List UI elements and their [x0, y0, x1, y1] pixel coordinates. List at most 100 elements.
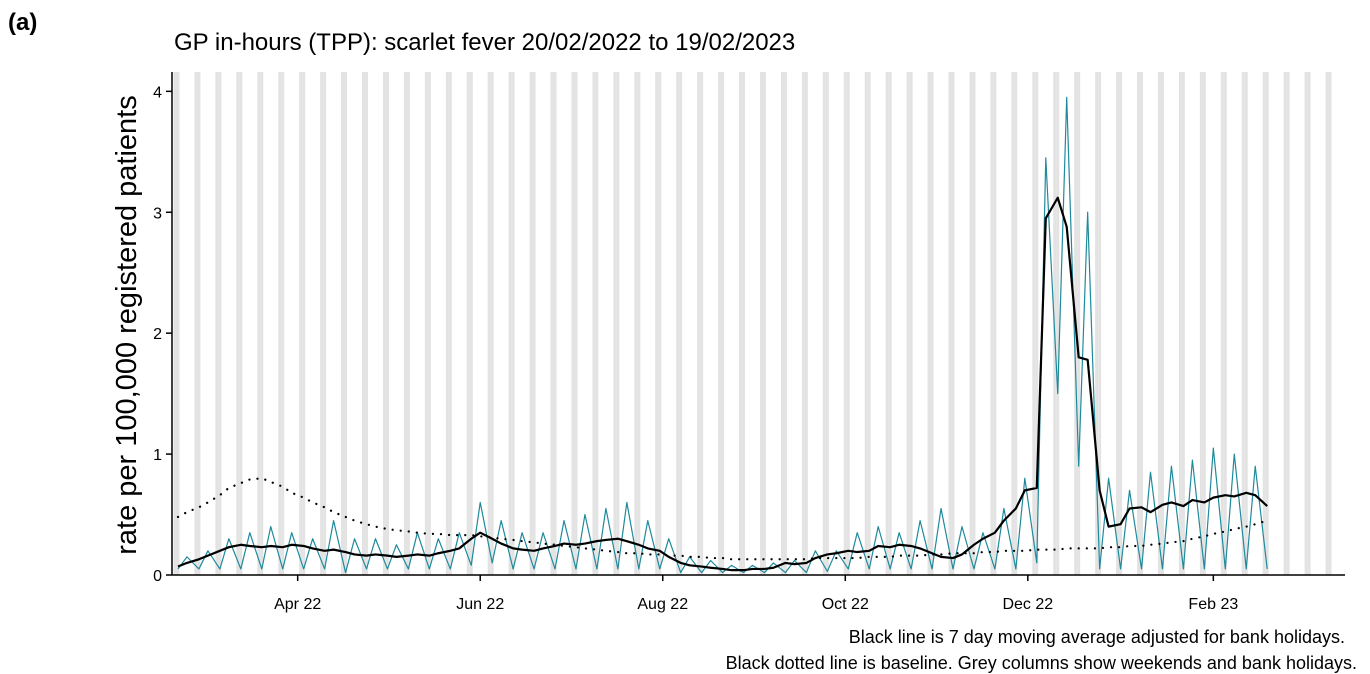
weekend-column	[780, 72, 784, 575]
weekend-column	[697, 72, 701, 575]
weekend-column	[1265, 72, 1269, 575]
weekend-column	[323, 72, 327, 575]
weekend-column	[281, 72, 285, 575]
x-tick-label: Aug 22	[637, 596, 688, 613]
y-tick-label: 1	[153, 447, 162, 464]
weekend-column	[236, 72, 240, 575]
weekend-column	[1286, 72, 1290, 575]
footnote: Black dotted line is baseline. Grey colu…	[726, 653, 1357, 673]
weekend-column	[1307, 72, 1311, 575]
weekend-column	[239, 72, 243, 575]
weekend-column	[490, 72, 494, 575]
chart-title: GP in-hours (TPP): scarlet fever 20/02/2…	[174, 29, 795, 56]
weekend-column	[1262, 72, 1266, 575]
weekend-column	[1328, 72, 1332, 575]
weekend-column	[1077, 72, 1081, 575]
weekend-column	[658, 72, 662, 575]
weekend-column	[508, 72, 512, 575]
x-tick-label: Oct 22	[822, 596, 869, 613]
weekend-column	[1035, 72, 1039, 575]
weekend-column	[739, 72, 743, 575]
weekend-column	[469, 72, 473, 575]
weekend-column	[257, 72, 261, 575]
weekend-column	[1220, 72, 1224, 575]
weekend-column	[1116, 72, 1120, 575]
panel-label: (a)	[8, 9, 37, 36]
weekend-column	[909, 72, 913, 575]
weekend-column	[574, 72, 578, 575]
weekend-column	[864, 72, 868, 575]
weekend-column	[825, 72, 829, 575]
weekend-column	[1181, 72, 1185, 575]
weekend-column	[550, 72, 554, 575]
weekend-column	[972, 72, 976, 575]
weekend-column	[403, 72, 407, 575]
weekend-column	[742, 72, 746, 575]
weekend-column	[320, 72, 324, 575]
weekend-column	[759, 72, 763, 575]
y-tick-label: 3	[153, 205, 162, 222]
weekend-column	[721, 72, 725, 575]
weekend-column	[424, 72, 428, 575]
weekend-column	[1241, 72, 1245, 575]
weekend-column	[260, 72, 264, 575]
weekend-column	[616, 72, 620, 575]
weekend-column	[445, 72, 449, 575]
data-line	[177, 96, 1268, 574]
y-tick-label: 0	[153, 568, 162, 585]
weekend-column	[801, 72, 805, 575]
x-tick-label: Feb 23	[1188, 596, 1238, 613]
footnote: Black line is 7 day moving average adjus…	[849, 627, 1345, 647]
weekend-column	[867, 72, 871, 575]
y-axis-label: rate per 100,000 registered patients	[111, 95, 143, 554]
weekend-column	[362, 72, 366, 575]
weekend-column	[783, 72, 787, 575]
weekend-column	[637, 72, 641, 575]
weekend-column	[385, 72, 389, 575]
weekend-column	[341, 72, 345, 575]
weekend-column	[448, 72, 452, 575]
weekend-column	[466, 72, 470, 575]
weekend-column	[571, 72, 575, 575]
weekend-column	[762, 72, 766, 575]
weekend-column	[215, 72, 219, 575]
weekend-column	[804, 72, 808, 575]
weekend-column	[1032, 72, 1036, 575]
weekend-column	[700, 72, 704, 575]
weekend-column	[176, 72, 180, 575]
weekend-column	[948, 72, 952, 575]
weekend-column	[529, 72, 533, 575]
y-tick-label: 4	[153, 84, 162, 101]
weekend-column	[822, 72, 826, 575]
weekend-column	[1014, 72, 1018, 575]
weekend-column	[218, 72, 222, 575]
weekend-column	[532, 72, 536, 575]
weekend-column	[634, 72, 638, 575]
weekend-column	[1140, 72, 1144, 575]
weekend-column	[511, 72, 515, 575]
baseline-line	[176, 477, 1269, 561]
data-line	[177, 196, 1268, 572]
weekend-column	[1178, 72, 1182, 575]
weekend-column	[885, 72, 889, 575]
weekend-column	[487, 72, 491, 575]
weekend-column	[382, 72, 386, 575]
weekend-column	[173, 72, 177, 575]
y-tick-label: 2	[153, 326, 162, 343]
weekend-column	[299, 72, 303, 575]
weekend-column	[427, 72, 431, 575]
weekend-column	[1157, 72, 1161, 575]
weekend-column	[1137, 72, 1141, 575]
weekend-column	[1223, 72, 1227, 575]
weekend-column	[1056, 72, 1060, 575]
weekend-column	[930, 72, 934, 575]
weekend-column	[197, 72, 201, 575]
weekend-column	[718, 72, 722, 575]
x-tick-label: Dec 22	[1002, 596, 1053, 613]
weekend-column	[302, 72, 306, 575]
weekend-column	[553, 72, 557, 575]
weekend-column	[1160, 72, 1164, 575]
weekend-column	[1095, 72, 1099, 575]
x-tick-label: Apr 22	[274, 596, 321, 613]
